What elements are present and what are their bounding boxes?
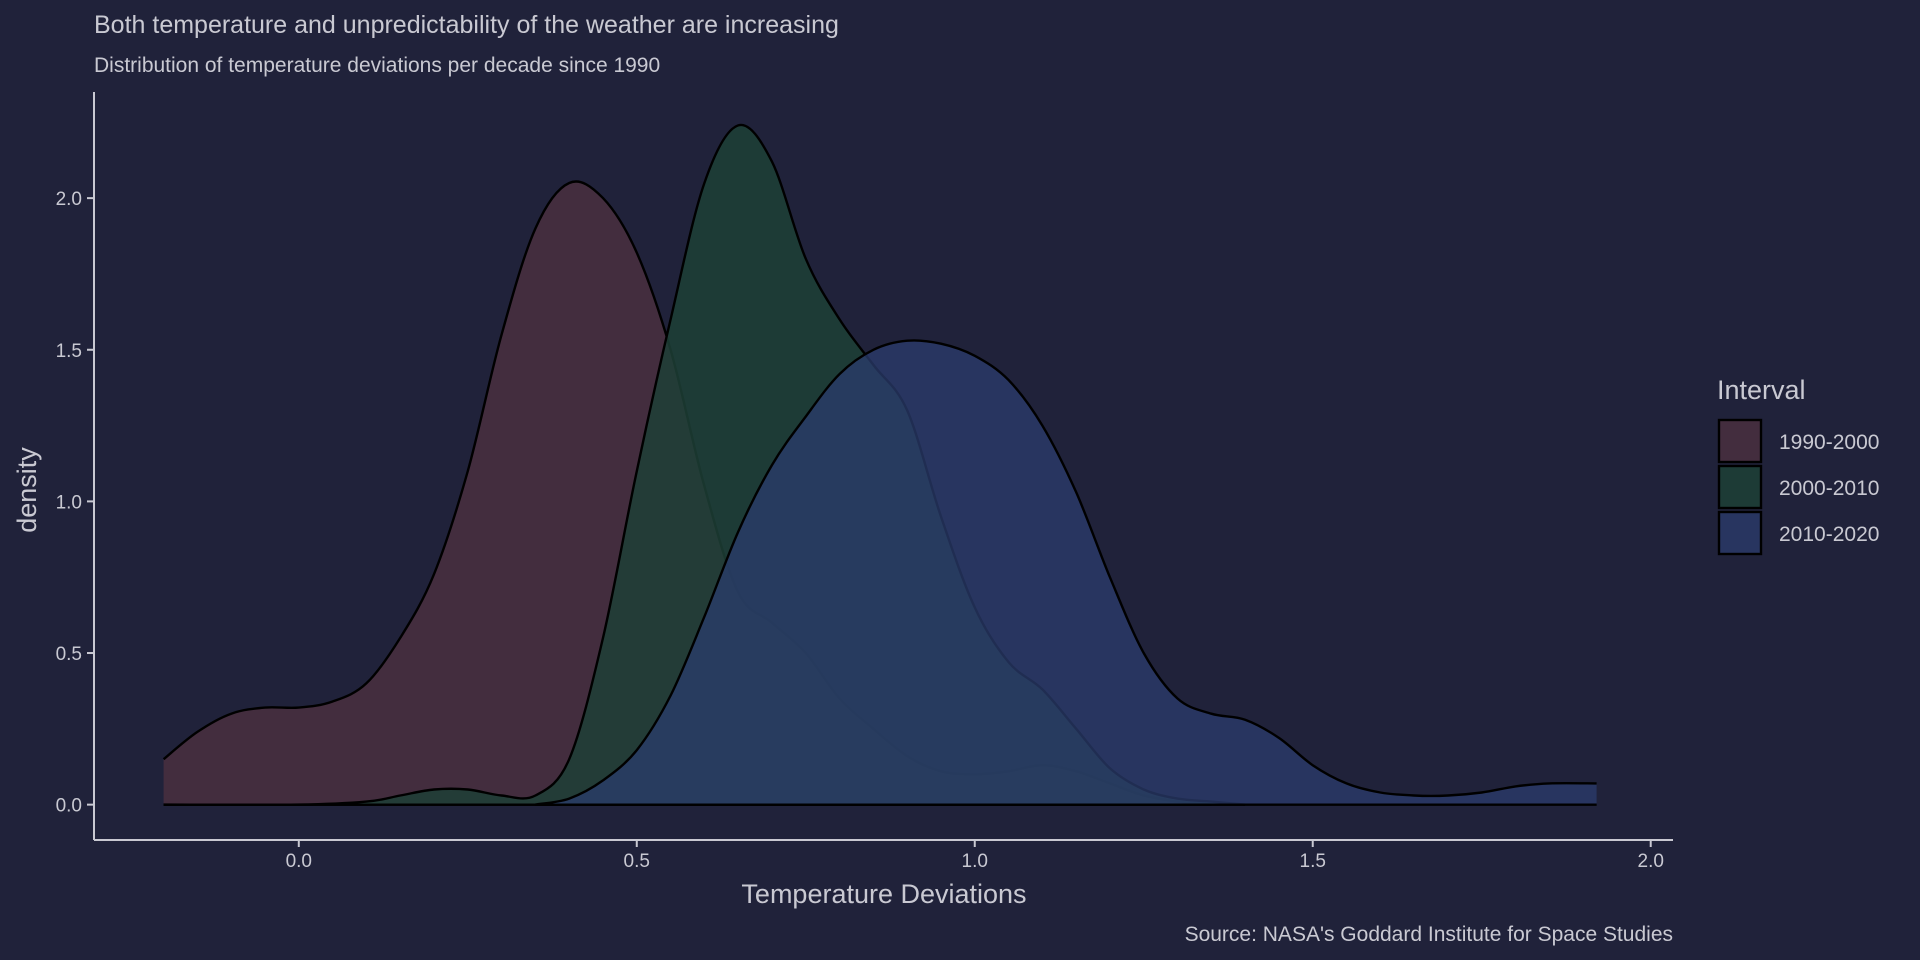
x-tick-label: 1.5	[1300, 851, 1326, 872]
density-line-2010-2020	[535, 339, 1597, 806]
plot-area	[162, 123, 1597, 807]
x-tick-label: 2.0	[1638, 851, 1664, 872]
density-area-2010-2020	[535, 340, 1597, 805]
legend-label-2010-2020: 2010-2020	[1779, 523, 1879, 546]
x-tick-label: 0.0	[286, 851, 312, 872]
y-tick-label: 1.5	[56, 341, 82, 362]
legend-title: Interval	[1717, 375, 1806, 405]
x-tick-label: 1.0	[962, 851, 988, 872]
y-tick-label: 1.0	[56, 492, 82, 513]
legend-label-2000-2010: 2000-2010	[1779, 477, 1879, 500]
chart-caption: Source: NASA's Goddard Institute for Spa…	[1185, 923, 1673, 946]
legend-swatch-2000-2010	[1717, 464, 1763, 510]
legend: Interval 1990-2000 2000-2010 2010-2020	[1717, 375, 1879, 556]
x-axis-title: Temperature Deviations	[741, 879, 1026, 909]
y-tick-label: 0.5	[56, 644, 82, 665]
y-tick-label: 0.0	[56, 796, 82, 817]
x-tick-label: 0.5	[624, 851, 650, 872]
chart-subtitle: Distribution of temperature deviations p…	[94, 54, 660, 77]
legend-swatch-1990-2000	[1717, 418, 1763, 464]
legend-label-1990-2000: 1990-2000	[1779, 431, 1879, 454]
y-axis-title: density	[12, 447, 42, 533]
chart-title: Both temperature and unpredictability of…	[94, 11, 839, 39]
axes: 0.0 0.5 1.0 1.5 2.0 0.0 0.5 1.0 1.5 2.0	[56, 92, 1673, 872]
legend-swatch-2010-2020	[1717, 510, 1763, 556]
y-tick-label: 2.0	[56, 189, 82, 210]
